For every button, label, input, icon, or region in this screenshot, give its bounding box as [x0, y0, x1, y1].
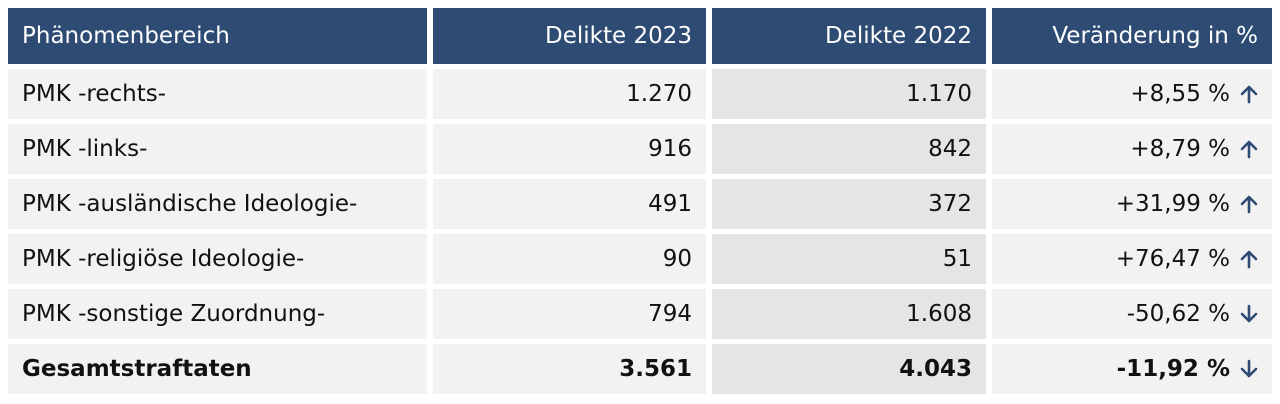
- table-cell: 1.170: [712, 69, 986, 119]
- table-cell: 51: [712, 234, 986, 284]
- table-cell: Delikte 2022: [712, 8, 986, 64]
- cell-text: 4.043: [899, 356, 972, 382]
- arrow-down: [1240, 304, 1258, 323]
- cell-text: 842: [928, 136, 972, 162]
- table-cell: Delikte 2023: [433, 8, 706, 64]
- cell-text: +8,55 %: [1130, 81, 1230, 107]
- cell-text: +76,47 %: [1115, 246, 1230, 272]
- cell-text: PMK -links-: [22, 136, 148, 162]
- arrow-up: [1240, 140, 1258, 159]
- cell-text: Delikte 2022: [825, 23, 972, 49]
- table-cell: 1.608: [712, 289, 986, 339]
- cell-text: PMK -rechts-: [22, 81, 167, 107]
- cell-text: PMK -sonstige Zuordnung-: [22, 301, 326, 327]
- cell-text: 372: [928, 191, 972, 217]
- cell-text: +31,99 %: [1115, 191, 1230, 217]
- table-cell: PMK -ausländische Ideologie-: [8, 179, 427, 229]
- table-cell: PMK -rechts-: [8, 69, 427, 119]
- arrow-up: [1240, 250, 1258, 269]
- table: Phänomenbereich Delikte 2023 Delikte 2022 V…: [8, 8, 1272, 394]
- cell-text: 1.270: [626, 81, 692, 107]
- table-cell: PMK -religiöse Ideologie-: [8, 234, 427, 284]
- table-cell: 3.561: [433, 344, 706, 394]
- cell-text: PMK -religiöse Ideologie-: [22, 246, 305, 272]
- cell-text: 1.608: [906, 301, 972, 327]
- cell-text: Veränderung in %: [1052, 23, 1258, 49]
- table-cell: Veränderung in %: [992, 8, 1272, 64]
- table-cell: 4.043: [712, 344, 986, 394]
- cell-text: Gesamtstraftaten: [22, 356, 252, 382]
- arrow-down: [1240, 359, 1258, 378]
- table-cell: +31,99 %: [992, 179, 1272, 229]
- cell-text: 794: [648, 301, 692, 327]
- table-cell: 372: [712, 179, 986, 229]
- table-cell: -11,92 %: [992, 344, 1272, 394]
- cell-text: +8,79 %: [1130, 136, 1230, 162]
- cell-text: Phänomenbereich: [22, 23, 230, 49]
- table-cell: PMK -sonstige Zuordnung-: [8, 289, 427, 339]
- table-cell: +8,79 %: [992, 124, 1272, 174]
- cell-text: PMK -ausländische Ideologie-: [22, 191, 358, 217]
- cell-text: Delikte 2023: [545, 23, 692, 49]
- table-cell: 1.270: [433, 69, 706, 119]
- table-cell: -50,62 %: [992, 289, 1272, 339]
- cell-text: 916: [648, 136, 692, 162]
- table-cell: 916: [433, 124, 706, 174]
- table-cell: +76,47 %: [992, 234, 1272, 284]
- table-cell: PMK -links-: [8, 124, 427, 174]
- arrow-up: [1240, 195, 1258, 214]
- table-cell: 794: [433, 289, 706, 339]
- table-cell: 842: [712, 124, 986, 174]
- cell-text: 1.170: [906, 81, 972, 107]
- table-cell: +8,55 %: [992, 69, 1272, 119]
- cell-text: 3.561: [619, 356, 692, 382]
- table-cell: 491: [433, 179, 706, 229]
- table-cell: Gesamtstraftaten: [8, 344, 427, 394]
- cell-text: 51: [942, 246, 972, 272]
- arrow-up: [1240, 85, 1258, 104]
- cell-text: -50,62 %: [1126, 301, 1230, 327]
- cell-text: 90: [662, 246, 692, 272]
- cell-text: -11,92 %: [1116, 356, 1230, 382]
- table-cell: 90: [433, 234, 706, 284]
- table-cell: Phänomenbereich: [8, 8, 427, 64]
- cell-text: 491: [648, 191, 692, 217]
